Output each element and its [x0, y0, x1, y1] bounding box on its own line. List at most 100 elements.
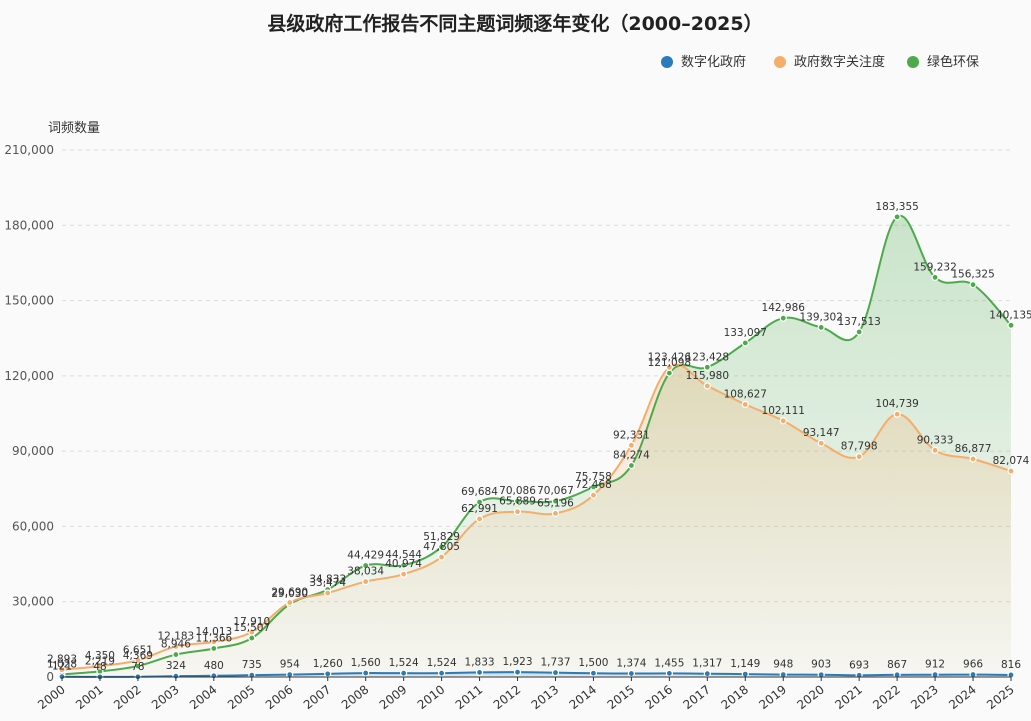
- data-label-gov-digital-attention: 102,111: [762, 405, 805, 417]
- point-green-env: [1007, 321, 1015, 329]
- data-label-digital-gov: 693: [849, 659, 869, 671]
- point-green-env: [741, 339, 749, 347]
- point-digital-gov: [438, 669, 446, 677]
- point-gov-digital-attention: [817, 439, 825, 447]
- x-tick-label: 2024: [946, 682, 979, 712]
- point-gov-digital-attention: [134, 656, 142, 664]
- point-green-env: [969, 281, 977, 289]
- x-tick-label: 2023: [908, 682, 941, 712]
- point-green-env: [817, 323, 825, 332]
- point-gov-digital-attention: [362, 577, 370, 586]
- point-gov-digital-attention: [210, 638, 218, 646]
- y-tick-label: 30,000: [12, 595, 54, 609]
- legend-item-digital-gov[interactable]: 数字化政府: [661, 55, 746, 70]
- point-green-env: [438, 543, 446, 551]
- data-label-green-env: 159,232: [913, 261, 956, 273]
- point-digital-gov: [703, 670, 711, 678]
- x-tick-label: 2021: [832, 682, 865, 712]
- x-tick-label: 2015: [605, 682, 638, 712]
- y-tick-label: 0: [46, 670, 54, 684]
- point-green-env: [893, 213, 901, 221]
- x-tick-label: 2009: [377, 682, 410, 712]
- data-label-gov-digital-attention: 14,013: [195, 626, 232, 638]
- x-tick-label: 2011: [453, 682, 486, 712]
- data-label-digital-gov: 480: [204, 660, 224, 672]
- data-label-green-env: 51,829: [423, 531, 460, 543]
- data-label-green-env: 11,366: [195, 632, 232, 644]
- legend-item-gov-digital-attention[interactable]: 政府数字关注度: [774, 54, 885, 70]
- data-label-green-env: 34,833: [309, 574, 346, 586]
- point-digital-gov: [551, 669, 560, 677]
- x-tick-label: 2020: [794, 682, 827, 712]
- point-green-env: [248, 634, 256, 642]
- x-tick-label: 2005: [225, 682, 258, 712]
- point-gov-digital-attention: [779, 417, 787, 425]
- y-tick-label: 60,000: [12, 519, 54, 533]
- point-gov-digital-attention: [58, 666, 66, 674]
- data-label-green-env: 8,946: [161, 639, 191, 651]
- data-label-digital-gov: 324: [166, 660, 186, 672]
- data-label-green-env: 137,513: [837, 316, 880, 328]
- point-green-env: [931, 273, 939, 282]
- point-gov-digital-attention: [248, 628, 256, 636]
- data-label-digital-gov: 948: [773, 659, 793, 671]
- point-gov-digital-attention: [589, 491, 598, 499]
- x-tick-label: 2022: [870, 682, 903, 712]
- point-green-env: [400, 561, 408, 569]
- data-label-gov-digital-attention: 40,974: [385, 558, 422, 570]
- legend-marker: [907, 56, 919, 68]
- data-label-digital-gov: 1,374: [616, 658, 646, 670]
- data-label-digital-gov: 1,737: [540, 657, 570, 669]
- data-label-green-env: 121,098: [648, 357, 691, 369]
- data-label-green-env: 15,507: [233, 622, 270, 634]
- data-label-green-env: 44,544: [385, 549, 422, 561]
- point-green-env: [779, 314, 787, 322]
- data-label-digital-gov: 1,149: [730, 658, 760, 670]
- data-label-digital-gov: 903: [811, 659, 831, 671]
- data-label-digital-gov: 966: [963, 659, 983, 671]
- legend-label: 政府数字关注度: [794, 54, 885, 70]
- point-gov-digital-attention: [893, 410, 901, 418]
- chart-title: 县级政府工作报告不同主题词频逐年变化（2000–2025）: [267, 12, 762, 35]
- label-layer: 121 48 78 324 480 735 954 1,260 1,560 1,524 1,524 1…: [47, 201, 1031, 673]
- point-gov-digital-attention: [665, 363, 673, 371]
- data-label-digital-gov: 1,524: [427, 657, 457, 669]
- point-green-env: [513, 497, 522, 505]
- data-label-digital-gov: 48: [93, 661, 106, 673]
- x-tick-label: 2006: [263, 682, 296, 712]
- legend-label: 数字化政府: [681, 55, 746, 70]
- data-label-green-env: 4,369: [123, 650, 153, 662]
- data-label-green-env: 1,028: [47, 658, 77, 670]
- data-label-green-env: 139,302: [799, 311, 842, 323]
- point-digital-gov: [665, 669, 673, 677]
- y-tick-label: 90,000: [12, 444, 54, 458]
- data-label-digital-gov: 735: [242, 659, 262, 671]
- point-gov-digital-attention: [551, 509, 560, 517]
- x-tick-label: 2001: [73, 682, 106, 712]
- point-digital-gov: [513, 668, 522, 676]
- x-tick-label: 2013: [529, 682, 562, 712]
- data-label-gov-digital-attention: 4,350: [85, 650, 115, 662]
- y-tick-label: 120,000: [4, 369, 54, 383]
- point-gov-digital-attention: [1007, 467, 1015, 475]
- point-green-env: [475, 498, 484, 506]
- legend-marker: [661, 56, 673, 68]
- point-green-env: [362, 561, 370, 570]
- data-label-digital-gov: 1,500: [578, 657, 608, 669]
- data-label-green-env: 70,067: [537, 485, 574, 497]
- point-green-env: [855, 328, 863, 336]
- data-label-gov-digital-attention: 33,474: [309, 577, 346, 589]
- point-green-env: [627, 461, 636, 470]
- data-label-gov-digital-attention: 108,627: [724, 388, 767, 400]
- data-label-gov-digital-attention: 115,980: [686, 370, 729, 382]
- x-tick-label: 2010: [415, 682, 448, 712]
- data-label-green-env: 44,429: [347, 550, 384, 562]
- data-label-green-env: 2,219: [85, 655, 115, 667]
- point-gov-digital-attention: [96, 662, 104, 670]
- x-tick-label: 2014: [567, 682, 600, 712]
- x-tick-label: 2018: [718, 682, 751, 712]
- point-gov-digital-attention: [855, 453, 863, 461]
- point-gov-digital-attention: [286, 598, 294, 607]
- legend-item-green-env[interactable]: 绿色环保: [907, 54, 979, 70]
- data-label-green-env: 183,355: [875, 201, 918, 213]
